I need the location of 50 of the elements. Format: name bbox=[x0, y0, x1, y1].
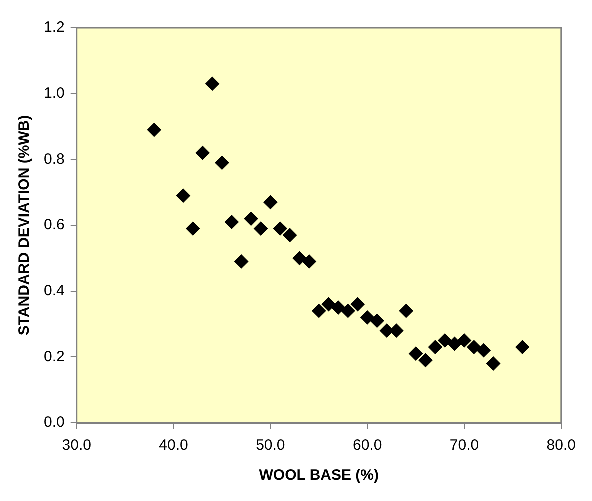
x-tick-label: 60.0 bbox=[352, 437, 382, 454]
point bbox=[438, 334, 452, 348]
point bbox=[302, 254, 316, 269]
point bbox=[312, 304, 326, 318]
y-tick-label: 0.2 bbox=[44, 348, 65, 366]
point bbox=[457, 334, 472, 348]
x-tick-label: 40.0 bbox=[159, 437, 188, 454]
point bbox=[467, 340, 482, 354]
point bbox=[147, 123, 162, 138]
x-tick-label: 80.0 bbox=[546, 437, 576, 454]
point bbox=[350, 298, 365, 312]
x-tick-label: 30.0 bbox=[62, 437, 92, 454]
point bbox=[390, 324, 404, 338]
point bbox=[486, 356, 501, 371]
point bbox=[206, 76, 220, 91]
point bbox=[283, 228, 298, 242]
point bbox=[215, 156, 230, 170]
point bbox=[428, 340, 442, 354]
point bbox=[196, 146, 210, 160]
point bbox=[341, 304, 356, 318]
point bbox=[273, 222, 288, 236]
y-tick-label: 1.0 bbox=[44, 84, 65, 102]
point bbox=[234, 254, 249, 269]
x-tick-label: 50.0 bbox=[256, 437, 286, 454]
point bbox=[516, 340, 530, 354]
point bbox=[448, 337, 462, 351]
y-axis-title: STANDARD DEVIATION (%WB) bbox=[16, 115, 34, 336]
point bbox=[244, 212, 258, 226]
point bbox=[176, 188, 190, 203]
y-tick-label: 0.4 bbox=[44, 282, 65, 300]
point bbox=[332, 300, 346, 315]
point bbox=[254, 222, 268, 236]
y-tick-label: 0.6 bbox=[44, 216, 65, 234]
y-tick-label: 0.0 bbox=[44, 414, 65, 432]
point bbox=[224, 215, 239, 230]
y-tick-label: 1.2 bbox=[44, 19, 65, 36]
point bbox=[476, 344, 491, 358]
point bbox=[380, 324, 394, 338]
x-tick-label: 70.0 bbox=[450, 437, 480, 454]
point bbox=[409, 346, 424, 361]
point bbox=[399, 304, 414, 318]
point bbox=[264, 195, 278, 210]
y-tick-label: 0.8 bbox=[44, 150, 65, 168]
point bbox=[418, 353, 433, 368]
x-axis-title: WOOL BASE (%) bbox=[259, 467, 379, 484]
point bbox=[322, 298, 336, 312]
point bbox=[360, 310, 375, 325]
point bbox=[370, 314, 384, 328]
point bbox=[186, 222, 200, 236]
point bbox=[292, 251, 307, 266]
